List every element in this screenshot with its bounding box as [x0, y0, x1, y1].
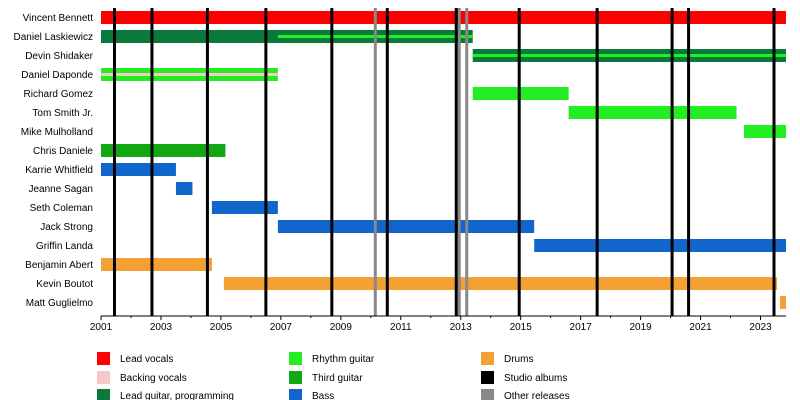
- legend-label-other-releases: Other releases: [504, 391, 570, 400]
- bar-jeanne-sagan-0: [175, 182, 193, 195]
- member-name-kevin-boutot: Kevin Boutot: [36, 279, 93, 290]
- legend-label-rhythm-guitar: Rhythm guitar: [312, 354, 375, 365]
- member-name-daniel-laskiewicz: Daniel Laskiewicz: [14, 32, 93, 43]
- bar-stripe-devin-shidaker-1: [472, 54, 786, 57]
- legend-swatch-rhythm-guitar: [289, 352, 302, 365]
- x-tick-label-2017: 2017: [570, 322, 593, 333]
- member-name-jack-strong: Jack Strong: [40, 222, 93, 233]
- bar-jack-strong-0: [277, 220, 535, 233]
- bar-tom-smith-jr-0: [568, 106, 737, 119]
- legend-swatch-lead-guitar: [97, 389, 110, 400]
- bar-vincent-bennett-0: [101, 11, 786, 24]
- member-name-richard-gomez: Richard Gomez: [24, 89, 93, 100]
- member-name-mike-mulholland: Mike Mulholland: [21, 127, 93, 138]
- member-name-chris-daniele: Chris Daniele: [33, 146, 93, 157]
- member-names: Vincent Bennett Daniel Laskiewicz Devin Sh…: [14, 13, 94, 309]
- x-tick-label-2015: 2015: [510, 322, 533, 333]
- x-tick-label-2013: 2013: [450, 322, 473, 333]
- legend-swatch-lead-vocals: [97, 352, 110, 365]
- bar-benjamin-abert-0: [101, 258, 212, 271]
- legend-label-drums: Drums: [504, 354, 533, 365]
- legend-label-third-guitar: Third guitar: [312, 373, 363, 384]
- legend-swatch-bass: [289, 389, 302, 400]
- member-name-karrie-whitfield: Karrie Whitfield: [25, 165, 93, 176]
- member-name-matt-guglielmo: Matt Guglielmo: [26, 298, 94, 309]
- legend-label-lead-guitar: Lead guitar, programming: [120, 391, 234, 400]
- legend-swatch-drums: [481, 352, 494, 365]
- x-tick-label-2023: 2023: [749, 322, 772, 333]
- legend-swatch-other-releases: [481, 389, 494, 400]
- legend-swatch-third-guitar: [289, 371, 302, 384]
- x-tick-label-2021: 2021: [689, 322, 712, 333]
- member-name-griffin-landa: Griffin Landa: [36, 241, 94, 252]
- legend-swatch-studio-albums: [481, 371, 494, 384]
- bar-karrie-whitfield-0: [101, 163, 176, 176]
- x-tick-label-2005: 2005: [210, 322, 233, 333]
- member-name-daniel-daponde: Daniel Daponde: [21, 70, 93, 81]
- x-tick-label-2007: 2007: [270, 322, 293, 333]
- legend-label-lead-vocals: Lead vocals: [120, 354, 173, 365]
- release-lines: [112, 8, 776, 316]
- x-axis: 2001 2003 2005 2007 2009 2011 2013 2015 2017 2019…: [90, 315, 786, 333]
- bar-stripe-daniel-daponde-1: [101, 73, 278, 76]
- x-tick-label-2011: 2011: [390, 322, 412, 333]
- member-name-benjamin-abert: Benjamin Abert: [25, 260, 93, 271]
- legend-label-studio-albums: Studio albums: [504, 373, 567, 384]
- legend: Lead vocals Backing vocals Lead guitar, pr…: [97, 352, 570, 400]
- x-tick-label-2003: 2003: [150, 322, 173, 333]
- bar-matt-guglielmo-0: [780, 296, 786, 309]
- legend-label-bass: Bass: [312, 391, 334, 400]
- bar-seth-coleman-0: [211, 201, 278, 214]
- x-tick-label-2019: 2019: [629, 322, 652, 333]
- bar-mike-mulholland-0: [744, 125, 786, 138]
- legend-swatch-backing-vocals: [97, 371, 110, 384]
- bar-chris-daniele-0: [101, 144, 226, 157]
- member-bars: [101, 11, 786, 309]
- member-name-seth-coleman: Seth Coleman: [30, 203, 93, 214]
- member-name-devin-shidaker: Devin Shidaker: [25, 51, 93, 62]
- bar-griffin-landa-0: [534, 239, 786, 252]
- bar-kevin-boutot-0: [223, 277, 778, 290]
- member-name-jeanne-sagan: Jeanne Sagan: [28, 184, 93, 195]
- member-name-vincent-bennett: Vincent Bennett: [23, 13, 94, 24]
- x-tick-label-2001: 2001: [90, 322, 113, 333]
- member-name-tom-smith-jr: Tom Smith Jr.: [32, 108, 93, 119]
- x-tick-label-2009: 2009: [330, 322, 353, 333]
- legend-label-backing-vocals: Backing vocals: [120, 373, 187, 384]
